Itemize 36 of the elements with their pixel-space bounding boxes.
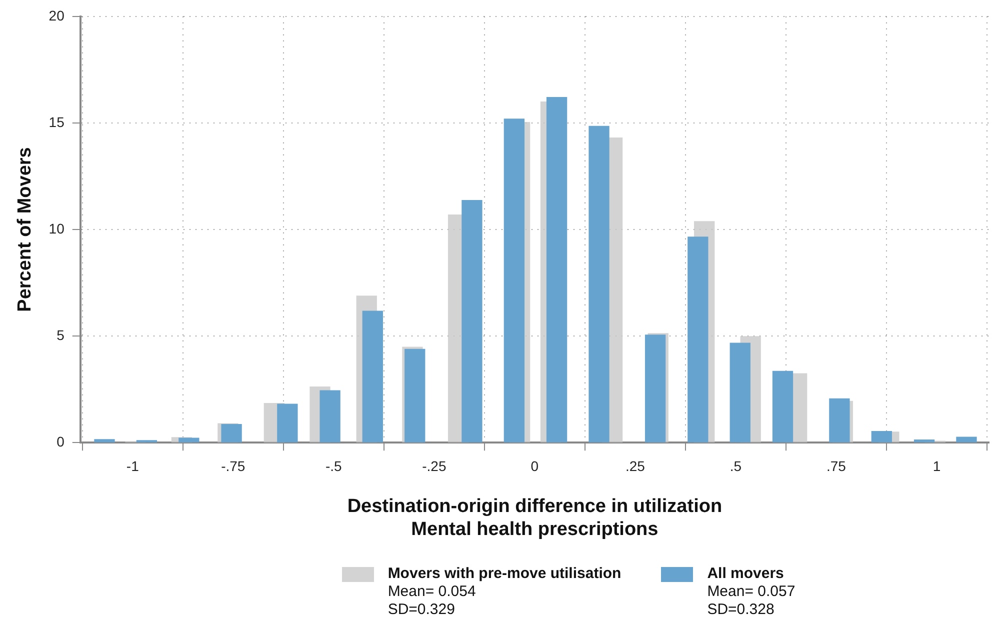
legend-label: Movers with pre-move utilisation xyxy=(388,565,622,583)
y-tick-label: 5 xyxy=(56,326,65,343)
bar xyxy=(462,200,482,442)
x-axis-title: Destination-origin difference in utilization Mental health prescriptions xyxy=(347,496,722,540)
x-tick-label: -1 xyxy=(126,458,140,474)
y-tick-label: 0 xyxy=(56,433,65,450)
x-tick-label: -.75 xyxy=(221,458,246,474)
bar xyxy=(871,430,892,442)
bar xyxy=(362,310,383,442)
bar xyxy=(178,438,200,442)
bar xyxy=(277,404,298,442)
x-tick-label: 0 xyxy=(530,458,539,474)
y-tick-label: 20 xyxy=(48,7,65,24)
x-tick-label: -.25 xyxy=(422,458,446,474)
legend-label: All movers xyxy=(707,565,785,583)
x-tick-label: -.5 xyxy=(325,458,342,474)
bar xyxy=(94,439,115,442)
bar xyxy=(546,97,568,442)
bar xyxy=(914,440,935,442)
bar xyxy=(504,118,525,442)
x-tick-label: 1 xyxy=(932,458,941,474)
text: Mean= 0.054 SD=0.329 xyxy=(388,583,477,619)
x-tick-label: .75 xyxy=(826,458,846,474)
y-tick-label: 10 xyxy=(48,220,65,236)
text: Mean= 0.057 SD=0.328 xyxy=(707,583,796,619)
bar xyxy=(956,436,977,442)
x-tick-label: .5 xyxy=(730,458,742,474)
bar xyxy=(588,126,610,442)
bar xyxy=(730,342,750,442)
bar xyxy=(772,370,794,442)
bar xyxy=(221,424,242,442)
y-tick-label: 15 xyxy=(48,114,65,130)
y-axis-title: Percent of Movers xyxy=(14,147,36,312)
bar xyxy=(688,236,708,442)
x-tick-label: .25 xyxy=(625,458,646,474)
bar xyxy=(320,390,340,442)
